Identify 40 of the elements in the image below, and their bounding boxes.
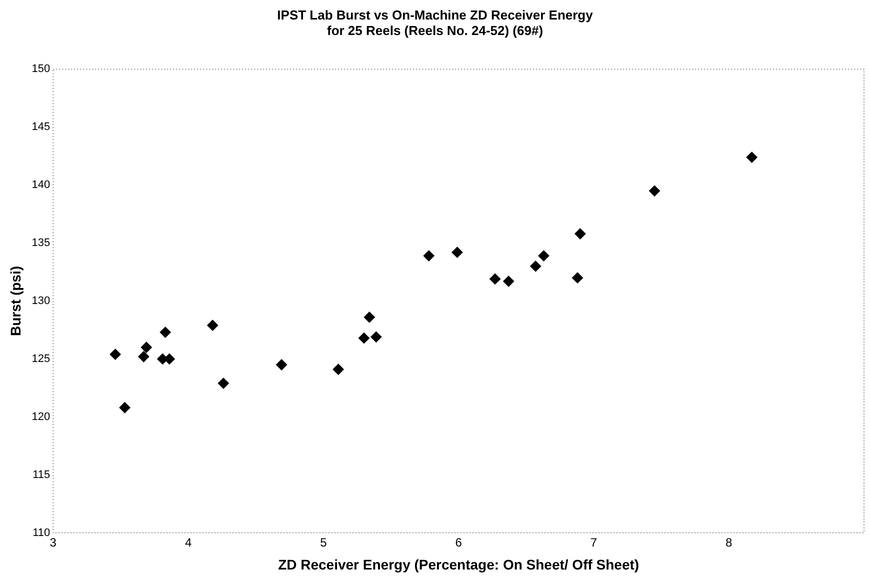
point [140, 342, 152, 353]
point [538, 250, 550, 262]
chart-title: IPST Lab Burst vs On-Machine ZD Receiver Energy for 25 Reels (Reels No. 24-52) (69#) [277, 7, 594, 38]
point [276, 359, 288, 370]
y-tick-label: 130 [32, 295, 50, 308]
point [746, 152, 758, 163]
point [364, 312, 375, 323]
point [218, 378, 229, 389]
x-tick-label: 7 [590, 535, 598, 550]
x-tick-label: 3 [50, 535, 57, 550]
y-tick-label: 145 [32, 121, 50, 134]
point [138, 351, 150, 362]
point [572, 272, 583, 284]
x-tick-label: 5 [320, 535, 328, 550]
point [370, 331, 382, 342]
x-axis-title: ZD Receiver Energy (Percentage: On Sheet/ Off Sheet) [278, 556, 640, 572]
y-tick-label: 125 [32, 352, 50, 365]
point [574, 228, 586, 240]
x-tick-label: 4 [184, 535, 192, 550]
y-tick-label: 115 [32, 468, 50, 481]
point [649, 185, 660, 196]
y-tick-label: 110 [32, 526, 50, 539]
point [332, 364, 344, 375]
point [490, 273, 501, 284]
point [503, 276, 514, 287]
point [160, 326, 171, 338]
y-axis-title: Burst (psi) [7, 266, 24, 336]
point [110, 348, 121, 360]
x-tick-label: 8 [726, 535, 733, 550]
point [423, 250, 434, 262]
point [358, 332, 370, 344]
point [207, 320, 218, 331]
point [119, 402, 130, 414]
y-tick-label: 150 [32, 63, 50, 76]
y-tick-label: 140 [32, 179, 50, 192]
point [452, 246, 463, 258]
point [530, 260, 542, 272]
x-tick-label: 6 [455, 535, 462, 550]
y-tick-label: 120 [32, 410, 50, 423]
y-tick-label: 135 [32, 237, 50, 250]
